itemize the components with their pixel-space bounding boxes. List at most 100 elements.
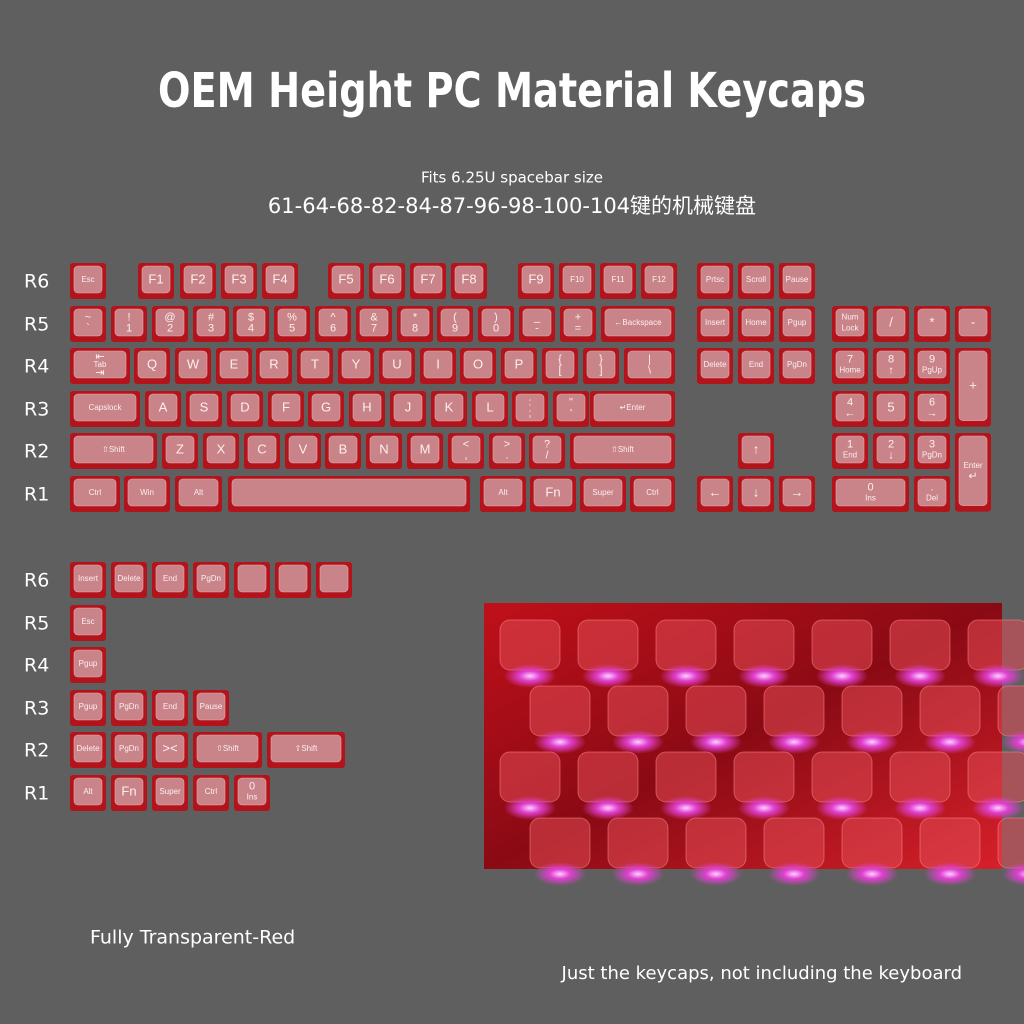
keycap-top <box>331 265 361 294</box>
key-label: Num <box>842 313 859 322</box>
key-label: Pause <box>200 702 223 711</box>
key-label: End <box>163 702 177 711</box>
key-label: 4 <box>248 322 254 334</box>
keycap: X <box>203 433 239 469</box>
keycap-top <box>359 308 389 337</box>
key-label: Win <box>140 488 154 497</box>
key-label: T <box>311 356 319 371</box>
key-label: ⇧Shift <box>295 744 318 753</box>
keycap-top <box>483 478 523 507</box>
keycap-top <box>114 308 144 337</box>
key-label: * <box>929 314 934 329</box>
key-label: W <box>187 356 200 371</box>
key-label: Tab <box>94 360 107 369</box>
keycap: Ctrl <box>70 476 120 512</box>
keycap: PgDn <box>111 690 147 726</box>
keycap-top <box>451 435 481 464</box>
key-label: 7 <box>847 353 853 365</box>
keycap-top <box>73 478 117 507</box>
keycap-top <box>183 265 213 294</box>
keycap-top <box>178 478 219 507</box>
keycap-top <box>475 393 505 422</box>
key-label: 9 <box>452 322 458 334</box>
title: OEM Height PC Material Keycaps <box>158 63 866 119</box>
keycap-top <box>393 393 423 422</box>
keycap-top <box>835 350 865 379</box>
key-label: ; <box>528 407 531 419</box>
keycap-top <box>562 265 592 294</box>
key-label: M <box>420 441 431 456</box>
keycap-top <box>876 393 906 422</box>
keycap-top <box>73 265 103 294</box>
keycap: ⇧Shift <box>570 433 675 469</box>
photo-key <box>577 619 639 671</box>
keycap-top <box>423 350 453 379</box>
keycap-top <box>917 393 947 422</box>
keycap-top <box>521 265 551 294</box>
key-label: Y <box>352 356 361 371</box>
photo-glow <box>738 796 790 820</box>
photo-glow <box>690 730 742 754</box>
keycap-top <box>400 308 430 337</box>
keycap-top <box>413 265 443 294</box>
key-label: C <box>257 441 266 456</box>
keycap: I <box>420 348 456 384</box>
keycap: Pause <box>779 263 815 299</box>
keycap-top <box>189 393 219 422</box>
keycap: - <box>955 306 991 342</box>
key-label: P <box>515 356 524 371</box>
key-label: Ins <box>865 494 876 503</box>
key-label: Esc <box>81 617 94 626</box>
key-label: I <box>436 356 440 371</box>
keycap-top <box>782 478 812 507</box>
photo-glow <box>690 862 742 886</box>
key-label: / <box>545 449 549 461</box>
row-label: R5 <box>24 314 49 336</box>
keycap: ^6 <box>315 306 351 342</box>
key-label: End <box>749 360 763 369</box>
keycap: (9 <box>437 306 473 342</box>
key-label: 0 <box>493 322 499 334</box>
keycap: Capslock <box>70 391 140 427</box>
keycap-top <box>835 308 865 337</box>
keycap: J <box>390 391 426 427</box>
key-label: F9 <box>528 271 543 286</box>
photo-glow <box>660 664 712 688</box>
photo-key <box>529 817 591 869</box>
keycap <box>234 562 270 598</box>
keycap-top <box>73 393 137 422</box>
photo-key <box>919 817 981 869</box>
key-label: K <box>445 399 454 414</box>
key-label: Pgup <box>788 318 807 327</box>
keycap-top <box>114 692 144 721</box>
key-label: Alt <box>498 488 508 497</box>
keycap-top <box>127 478 167 507</box>
keycap-top <box>219 350 249 379</box>
key-label: ← <box>709 484 722 499</box>
key-label: 2 <box>167 322 173 334</box>
keycap: K <box>431 391 467 427</box>
keycap-top <box>141 265 171 294</box>
key-label: S <box>200 399 209 414</box>
keycap-top <box>73 734 103 763</box>
key-label: Super <box>159 787 181 796</box>
keycap-top <box>633 478 672 507</box>
key-label: F12 <box>652 275 666 284</box>
keycap: Insert <box>697 306 733 342</box>
keycap-top <box>835 478 906 507</box>
row-label: R2 <box>24 740 49 762</box>
key-label: Delete <box>76 744 100 753</box>
keycap: End <box>152 690 188 726</box>
keycap <box>275 562 311 598</box>
key-label: F2 <box>190 271 205 286</box>
keycap-top <box>586 350 616 379</box>
key-label: F <box>282 399 290 414</box>
photo-key <box>733 619 795 671</box>
keycap-top <box>835 393 865 422</box>
key-label: F5 <box>338 271 353 286</box>
keycap: F9 <box>518 263 554 299</box>
keycap: 8↑ <box>873 348 909 384</box>
key-label: Q <box>147 356 157 371</box>
keycap-top <box>545 350 575 379</box>
